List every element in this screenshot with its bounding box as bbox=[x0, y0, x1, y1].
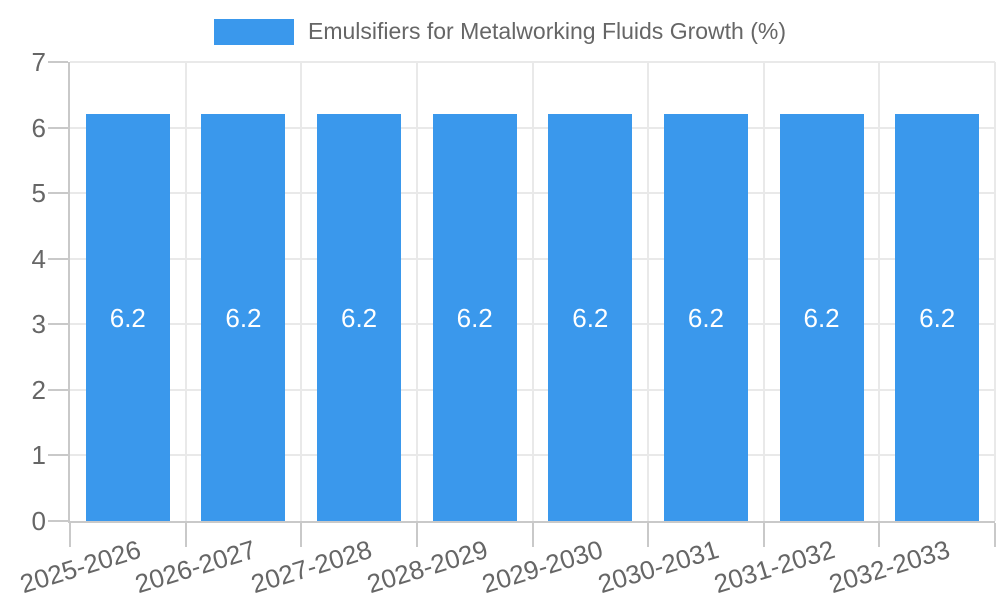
bar[interactable]: 6.2 bbox=[432, 114, 517, 521]
plot-area: 6.2 6.2 6.2 6.2 6.2 6.2 6.2 6.2 bbox=[48, 61, 996, 547]
y-tick bbox=[48, 388, 68, 391]
legend-label: Emulsifiers for Metalworking Fluids Grow… bbox=[307, 18, 786, 44]
v-gridline bbox=[647, 62, 650, 521]
y-tick bbox=[48, 126, 68, 129]
x-axis-label: 2028-2029 bbox=[363, 534, 491, 600]
x-tick bbox=[69, 523, 71, 547]
v-gridline bbox=[415, 62, 418, 521]
x-axis-label: 2031-2032 bbox=[710, 534, 838, 600]
bar-value-label: 6.2 bbox=[687, 302, 725, 333]
y-tick bbox=[48, 323, 68, 326]
x-tick bbox=[994, 523, 996, 547]
v-gridline bbox=[531, 62, 534, 521]
bar[interactable]: 6.2 bbox=[663, 114, 748, 521]
v-gridline bbox=[300, 62, 303, 521]
bar[interactable]: 6.2 bbox=[779, 114, 864, 521]
y-axis-label: 0 bbox=[31, 506, 46, 536]
x-tick bbox=[878, 523, 881, 547]
y-axis-label: 1 bbox=[31, 440, 46, 471]
bar-value-label: 6.2 bbox=[456, 302, 493, 333]
bar-value-label: 6.2 bbox=[572, 302, 609, 333]
y-axis-label: 7 bbox=[31, 47, 46, 77]
x-axis-label: 2030-2031 bbox=[594, 534, 723, 600]
chart-legend[interactable]: Emulsifiers for Metalworking Fluids Grow… bbox=[0, 18, 1000, 45]
v-gridline bbox=[762, 62, 765, 521]
x-tick bbox=[184, 523, 187, 547]
y-tick bbox=[48, 192, 68, 195]
y-tick bbox=[48, 520, 68, 522]
y-axis-label: 2 bbox=[31, 374, 46, 405]
x-axis-label: 2025-2026 bbox=[16, 534, 144, 600]
bar-value-label: 6.2 bbox=[109, 302, 146, 333]
x-tick bbox=[531, 523, 534, 547]
x-tick bbox=[647, 523, 650, 547]
bar-value-label: 6.2 bbox=[340, 302, 378, 333]
bar-value-label: 6.2 bbox=[919, 302, 956, 333]
v-gridline bbox=[878, 62, 881, 521]
y-tick bbox=[48, 61, 68, 63]
bar-value-label: 6.2 bbox=[225, 302, 262, 333]
bar[interactable]: 6.2 bbox=[317, 114, 402, 521]
x-tick bbox=[415, 523, 418, 547]
bar[interactable]: 6.2 bbox=[85, 114, 170, 521]
v-gridline bbox=[184, 62, 187, 521]
bar-value-label: 6.2 bbox=[803, 302, 840, 333]
v-gridline bbox=[994, 62, 996, 521]
x-axis-label: 2032-2033 bbox=[825, 534, 954, 600]
y-axis-label: 4 bbox=[31, 243, 46, 274]
x-tick bbox=[762, 523, 765, 547]
x-axis-label: 2026-2027 bbox=[131, 534, 260, 600]
bar[interactable]: 6.2 bbox=[895, 114, 980, 521]
legend-swatch bbox=[213, 18, 294, 45]
y-axis-label: 6 bbox=[31, 112, 46, 143]
y-tick bbox=[48, 257, 68, 260]
x-tick bbox=[300, 523, 303, 547]
bar[interactable]: 6.2 bbox=[548, 114, 633, 521]
x-axis-label: 2027-2028 bbox=[247, 534, 376, 600]
x-axis-label: 2029-2030 bbox=[478, 534, 607, 600]
y-axis-label: 3 bbox=[31, 309, 46, 340]
y-tick bbox=[48, 454, 68, 457]
y-axis-label: 5 bbox=[31, 178, 46, 209]
bar[interactable]: 6.2 bbox=[201, 114, 286, 521]
